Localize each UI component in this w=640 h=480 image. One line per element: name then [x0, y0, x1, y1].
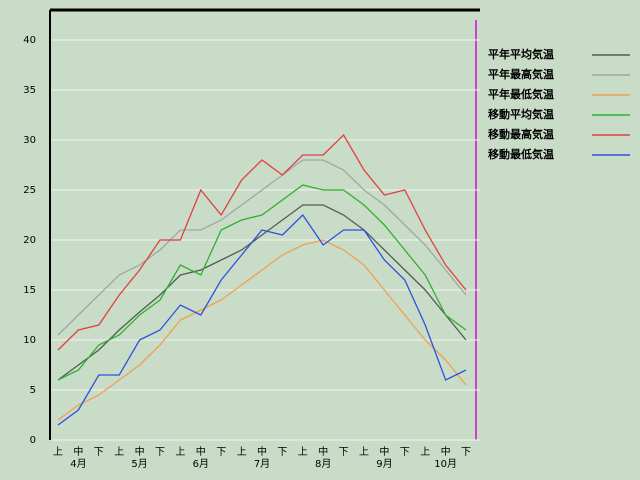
x-group-label: 10月	[434, 458, 457, 470]
x-tick-label: 下	[461, 447, 471, 458]
legend-label: 平年最低気温	[488, 87, 554, 101]
y-tick-label: 25	[23, 185, 36, 196]
series-line	[57, 239, 467, 421]
x-tick-label: 上	[237, 446, 247, 458]
y-tick-label: 0	[30, 435, 36, 446]
y-tick-label: 40	[23, 35, 36, 46]
x-tick-label: 下	[216, 447, 226, 458]
x-tick-label: 中	[441, 445, 451, 458]
x-tick-label: 下	[339, 447, 349, 458]
x-tick-label: 上	[53, 446, 63, 458]
x-group-label: 6月	[193, 458, 209, 470]
y-tick-label: 30	[23, 135, 36, 146]
x-group-label: 5月	[131, 458, 147, 470]
x-tick-label: 上	[359, 446, 369, 458]
series-line	[57, 204, 467, 381]
x-tick-label: 中	[135, 445, 145, 458]
y-tick-label: 35	[23, 85, 36, 96]
series-line	[57, 184, 467, 381]
y-tick-label: 20	[23, 235, 36, 246]
legend-label: 移動最高気温	[488, 127, 554, 141]
y-tick-label: 10	[23, 335, 36, 346]
series-line	[57, 213, 467, 426]
x-tick-label: 上	[420, 446, 430, 458]
legend-label: 平年平均気温	[488, 47, 554, 61]
series-line	[57, 159, 467, 336]
x-tick-label: 下	[94, 447, 104, 458]
legend-label: 移動最低気温	[488, 147, 554, 161]
x-tick-label: 下	[155, 447, 165, 458]
x-tick-label: 中	[257, 445, 267, 458]
x-group-label: 4月	[70, 458, 86, 470]
series-line	[57, 133, 467, 351]
legend-label: 移動平均気温	[488, 107, 554, 121]
x-tick-label: 上	[298, 446, 308, 458]
legend-label: 平年最高気温	[488, 67, 554, 81]
x-group-label: 7月	[254, 458, 270, 470]
x-tick-label: 下	[277, 447, 287, 458]
x-tick-label: 中	[379, 445, 389, 458]
x-group-label: 9月	[376, 458, 392, 470]
x-tick-label: 中	[318, 445, 328, 458]
x-tick-label: 中	[196, 445, 206, 458]
x-tick-label: 中	[73, 445, 83, 458]
x-tick-label: 上	[175, 446, 185, 458]
y-tick-label: 5	[30, 385, 36, 396]
y-tick-label: 15	[23, 285, 36, 296]
x-tick-label: 下	[400, 447, 410, 458]
x-group-label: 8月	[315, 458, 331, 470]
x-tick-label: 上	[114, 446, 124, 458]
